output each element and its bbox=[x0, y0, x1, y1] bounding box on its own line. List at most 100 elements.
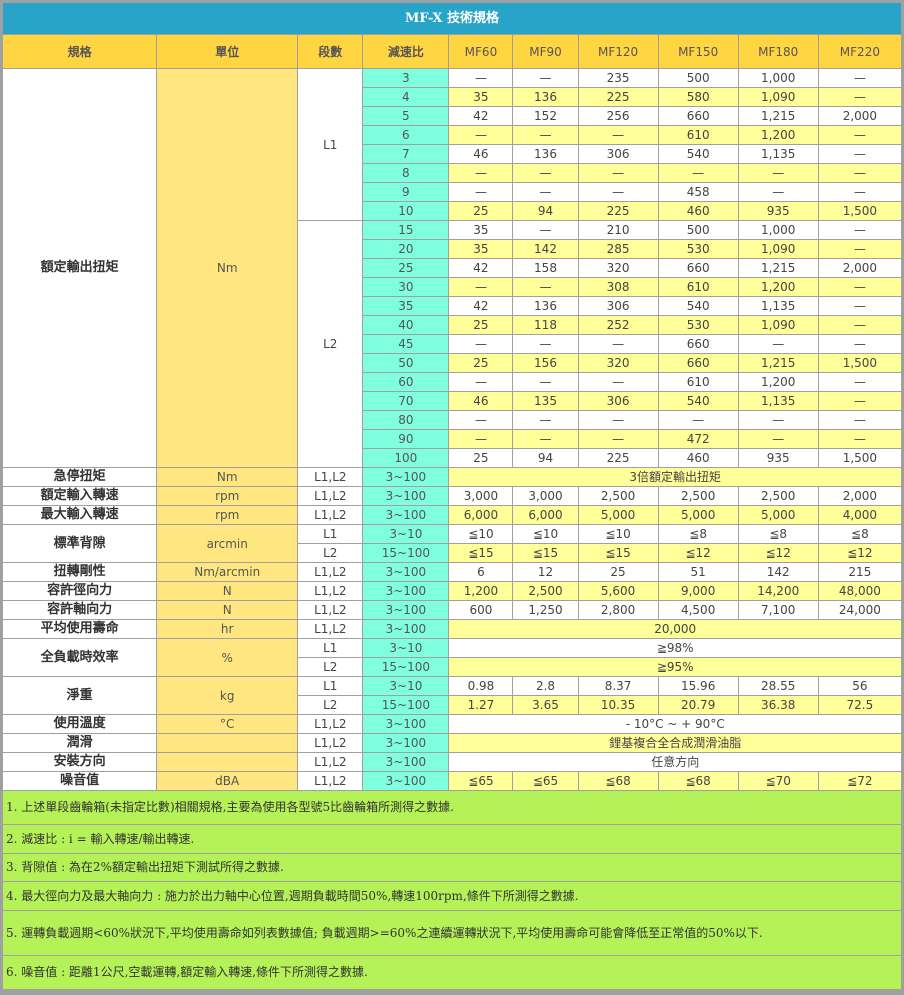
stage-cell: L1 bbox=[297, 68, 364, 221]
value-cell: — bbox=[448, 68, 514, 88]
value-cell: 1,215 bbox=[737, 258, 819, 278]
header-stage: 段數 bbox=[297, 34, 364, 69]
value-cell: — bbox=[448, 277, 514, 297]
table-row: 70 46 135 306 540 1,135— bbox=[3, 391, 903, 411]
ratio-cell: 8 bbox=[362, 163, 450, 183]
value-cell: — bbox=[577, 163, 659, 183]
value-cell-merged: 任意方向 bbox=[448, 752, 902, 772]
value-cell: — bbox=[512, 334, 579, 354]
value-cell: ≦68 bbox=[657, 771, 739, 791]
note-text: 1. 上述單段齒輪箱(未指定比數)相關規格,主要為使用各型號5比齒輪箱所測得之數… bbox=[2, 790, 902, 825]
table-row: 8— — — — — — bbox=[3, 163, 903, 183]
value-cell: ≦10 bbox=[512, 524, 579, 544]
value-cell: 660 bbox=[657, 334, 739, 354]
value-cell: — bbox=[577, 410, 659, 430]
table-row: 噪音值 dBA L1,L2 3~100 ≦65 ≦65 ≦68 ≦68 ≦70 ≦72 bbox=[1, 771, 903, 791]
spec-unit: arcmin bbox=[156, 524, 299, 563]
value-cell: — bbox=[817, 239, 903, 259]
spec-unit: dBA bbox=[156, 771, 299, 791]
value-cell: ≦8 bbox=[737, 524, 819, 544]
ratio-cell: 60 bbox=[362, 372, 450, 392]
header-mf120: MF120 bbox=[577, 34, 659, 69]
spec-name: 額定輸入轉速 bbox=[1, 486, 158, 506]
value-cell: — bbox=[817, 429, 903, 449]
value-cell: — bbox=[817, 220, 903, 240]
table-row: 潤滑 L1,L2 3~100 鋰基複合全合成潤滑油脂 bbox=[1, 733, 902, 753]
header-mf180: MF180 bbox=[737, 34, 819, 69]
table-row: L2 15~100 ≦15 ≦15 ≦15 ≦12 ≦12 ≦12 bbox=[3, 543, 903, 563]
header-mf220: MF220 bbox=[817, 34, 903, 69]
value-cell: 5,000 bbox=[657, 505, 739, 525]
stage-cell: L1,L2 bbox=[297, 486, 364, 506]
ratio-cell: 3~100 bbox=[362, 619, 450, 639]
table-row: 最大輸入轉速 rpm L1,L2 3~100 6,000 6,000 5,000 5,000 5… bbox=[1, 505, 903, 525]
ratio-cell: 15~100 bbox=[362, 695, 450, 715]
value-cell: 460 bbox=[657, 201, 739, 221]
header-mf150: MF150 bbox=[657, 34, 739, 69]
value-cell: 660 bbox=[657, 353, 739, 373]
ratio-cell: 3~100 bbox=[362, 714, 450, 734]
value-cell: — bbox=[577, 182, 659, 202]
value-cell: 25 bbox=[448, 315, 514, 335]
value-cell: 36.38 bbox=[737, 695, 819, 715]
value-cell: 42 bbox=[448, 106, 514, 126]
spec-name: 標準背隙 bbox=[1, 524, 158, 563]
spec-name: 扭轉剛性 bbox=[1, 562, 158, 582]
note-text: 6. 噪音值 : 距離1公尺,空載運轉,額定輸入轉速,條件下所測得之數據. bbox=[2, 955, 902, 990]
stage-cell: L1,L2 bbox=[297, 752, 364, 772]
table-row: 額定輸出扭矩 Nm L1 3— —235 500 1,000— bbox=[1, 68, 903, 468]
header-mf60: MF60 bbox=[448, 34, 514, 69]
table-row: 7 46 136 306 540 1,135— bbox=[3, 144, 903, 164]
value-cell: 1,135 bbox=[737, 296, 819, 316]
header-ratio: 減速比 bbox=[362, 34, 450, 69]
ratio-cell: 15 bbox=[362, 220, 450, 240]
value-cell: — bbox=[817, 163, 903, 183]
ratio-cell: 3~100 bbox=[362, 562, 450, 582]
spec-unit: rpm bbox=[156, 505, 299, 525]
value-cell: 5,000 bbox=[577, 505, 659, 525]
value-cell: 660 bbox=[657, 106, 739, 126]
ratio-cell: 3~100 bbox=[362, 581, 450, 601]
table-row: L2 15 35—210 500 1,000— bbox=[3, 220, 903, 468]
value-cell: — bbox=[817, 410, 903, 430]
ratio-cell: 80 bbox=[362, 410, 450, 430]
value-cell: 210 bbox=[577, 220, 659, 240]
value-cell: 610 bbox=[657, 277, 739, 297]
spec-unit: kg bbox=[156, 676, 299, 715]
value-cell: — bbox=[448, 334, 514, 354]
value-cell: — bbox=[737, 429, 819, 449]
ratio-cell: 3~10 bbox=[362, 676, 450, 696]
value-cell: 458 bbox=[657, 182, 739, 202]
spec-unit: N bbox=[156, 600, 299, 620]
value-cell: — bbox=[512, 277, 579, 297]
ratio-cell: 3~100 bbox=[362, 486, 450, 506]
value-cell: 46 bbox=[448, 144, 514, 164]
ratio-cell: 10 bbox=[362, 201, 450, 221]
value-cell: — bbox=[512, 182, 579, 202]
table-row: 25 42 158 320 660 1,215 2,000 bbox=[3, 258, 903, 278]
value-cell: 42 bbox=[448, 296, 514, 316]
stage-cell: L1,L2 bbox=[297, 581, 364, 601]
table-row: 標準背隙 arcmin L1 3~10 ≦10 ≦10 ≦10 ≦8 ≦8 ≦8 bbox=[1, 524, 903, 563]
value-cell: — bbox=[448, 125, 514, 145]
value-cell: 600 bbox=[448, 600, 514, 620]
ratio-cell: 4 bbox=[362, 87, 450, 107]
value-cell: — bbox=[577, 429, 659, 449]
value-cell: 152 bbox=[512, 106, 579, 126]
ratio-cell: 15~100 bbox=[362, 657, 450, 677]
value-cell: 1,090 bbox=[737, 87, 819, 107]
spec-name: 淨重 bbox=[1, 676, 158, 715]
value-cell: 256 bbox=[577, 106, 659, 126]
value-cell: 28.55 bbox=[737, 676, 819, 696]
value-cell: 320 bbox=[577, 353, 659, 373]
value-cell: — bbox=[577, 372, 659, 392]
ratio-cell: 20 bbox=[362, 239, 450, 259]
value-cell: 1,215 bbox=[737, 106, 819, 126]
table-row: 40 25 118 252 530 1,090— bbox=[3, 315, 903, 335]
value-cell: 136 bbox=[512, 296, 579, 316]
spec-unit: hr bbox=[156, 619, 299, 639]
value-cell: — bbox=[817, 144, 903, 164]
value-cell: 156 bbox=[512, 353, 579, 373]
value-cell: 3,000 bbox=[512, 486, 579, 506]
